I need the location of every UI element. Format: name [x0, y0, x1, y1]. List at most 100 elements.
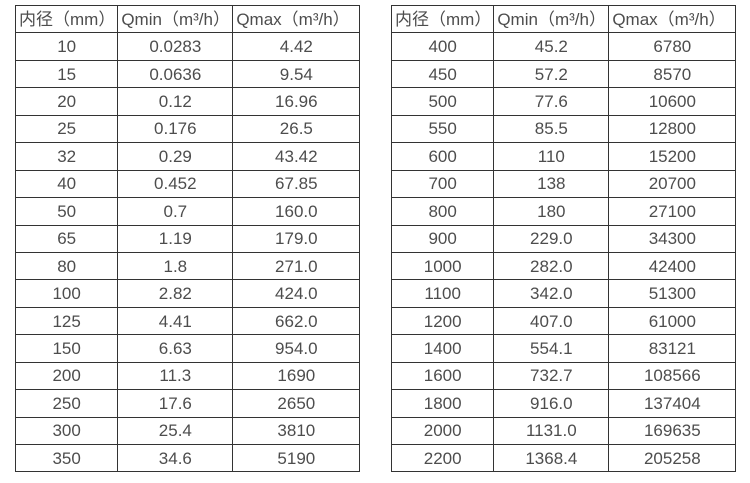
table-row: 250 17.6 2650 — [14, 389, 361, 418]
table-row: 1100 342.0 51300 — [390, 279, 737, 308]
table-row: 500 77.6 10600 — [390, 87, 737, 116]
table-row: 1200 407.0 61000 — [390, 306, 737, 336]
table-row: 300 25.4 3810 — [14, 416, 361, 446]
table-cell: 9.54 — [232, 59, 361, 89]
table-cell: 3810 — [232, 416, 361, 446]
table-row: 600 110 15200 — [390, 142, 737, 171]
table-row: 80 1.8 271.0 — [14, 251, 361, 281]
table-cell: 5190 — [232, 443, 361, 473]
table-cell: 10 — [14, 32, 119, 61]
table-cell: 1800 — [390, 389, 495, 418]
table-row: 800 180 27100 — [390, 197, 737, 226]
column-header: Qmin（m³/h） — [117, 4, 234, 34]
table-cell: 550 — [390, 114, 495, 144]
table-cell: 85.5 — [493, 114, 610, 144]
table-body: 400 45.2 6780 450 57.2 8570 500 77.6 10600 550 85.… — [390, 32, 737, 473]
table-cell: 900 — [390, 224, 495, 253]
table-cell: 916.0 — [493, 389, 610, 418]
table-cell: 4.41 — [117, 306, 234, 336]
table-cell: 250 — [14, 389, 119, 418]
table-cell: 450 — [390, 59, 495, 89]
table-cell: 169635 — [608, 416, 737, 446]
column-header: 内径（mm） — [14, 4, 119, 34]
table-cell: 600 — [390, 142, 495, 171]
table-cell: 50 — [14, 197, 119, 226]
column-header: Qmin（m³/h） — [493, 4, 610, 34]
table-cell: 80 — [14, 251, 119, 281]
table-cell: 0.7 — [117, 197, 234, 226]
table-row: 1800 916.0 137404 — [390, 389, 737, 418]
table-row: 32 0.29 43.42 — [14, 142, 361, 171]
table-cell: 2200 — [390, 443, 495, 473]
column-header: Qmax（m³/h） — [232, 4, 361, 34]
table-cell: 34300 — [608, 224, 737, 253]
table-cell: 500 — [390, 87, 495, 116]
table-cell: 205258 — [608, 443, 737, 473]
table-cell: 65 — [14, 224, 119, 253]
table-row: 450 57.2 8570 — [390, 59, 737, 89]
table-cell: 32 — [14, 142, 119, 171]
table-row: 200 11.3 1690 — [14, 361, 361, 391]
table-cell: 700 — [390, 169, 495, 199]
table-row: 2200 1368.4 205258 — [390, 443, 737, 473]
table-cell: 11.3 — [117, 361, 234, 391]
table-cell: 57.2 — [493, 59, 610, 89]
table-cell: 15200 — [608, 142, 737, 171]
table-cell: 180 — [493, 197, 610, 226]
table-cell: 0.452 — [117, 169, 234, 199]
table-row: 550 85.5 12800 — [390, 114, 737, 144]
table-cell: 160.0 — [232, 197, 361, 226]
table-cell: 1400 — [390, 334, 495, 363]
table-cell: 20700 — [608, 169, 737, 199]
table-cell: 2650 — [232, 389, 361, 418]
table-cell: 229.0 — [493, 224, 610, 253]
table-cell: 300 — [14, 416, 119, 446]
table-cell: 26.5 — [232, 114, 361, 144]
table-cell: 17.6 — [117, 389, 234, 418]
table-cell: 100 — [14, 279, 119, 308]
table-cell: 1.19 — [117, 224, 234, 253]
table-cell: 282.0 — [493, 251, 610, 281]
table-cell: 1.8 — [117, 251, 234, 281]
table-cell: 179.0 — [232, 224, 361, 253]
table-cell: 15 — [14, 59, 119, 89]
table-cell: 0.29 — [117, 142, 234, 171]
table-cell: 110 — [493, 142, 610, 171]
table-row: 40 0.452 67.85 — [14, 169, 361, 199]
table-cell: 4.42 — [232, 32, 361, 61]
table-cell: 400 — [390, 32, 495, 61]
table-cell: 16.96 — [232, 87, 361, 116]
table-row: 700 138 20700 — [390, 169, 737, 199]
table-cell: 271.0 — [232, 251, 361, 281]
table-cell: 108566 — [608, 361, 737, 391]
table-cell: 25 — [14, 114, 119, 144]
table-row: 20 0.12 16.96 — [14, 87, 361, 116]
table-row: 50 0.7 160.0 — [14, 197, 361, 226]
table-cell: 10600 — [608, 87, 737, 116]
table-cell: 67.85 — [232, 169, 361, 199]
table-cell: 200 — [14, 361, 119, 391]
table-cell: 6780 — [608, 32, 737, 61]
table-header-row: 内径（mm） Qmin（m³/h） Qmax（m³/h） — [390, 4, 737, 34]
table-cell: 407.0 — [493, 306, 610, 336]
table-cell: 1100 — [390, 279, 495, 308]
table-cell: 342.0 — [493, 279, 610, 308]
table-row: 1400 554.1 83121 — [390, 334, 737, 363]
table-cell: 2000 — [390, 416, 495, 446]
table-cell: 1600 — [390, 361, 495, 391]
table-cell: 150 — [14, 334, 119, 363]
header-row: 内径（mm） Qmin（m³/h） Qmax（m³/h） — [14, 4, 361, 34]
table-cell: 2.82 — [117, 279, 234, 308]
table-cell: 40 — [14, 169, 119, 199]
table-cell: 43.42 — [232, 142, 361, 171]
table-row: 1600 732.7 108566 — [390, 361, 737, 391]
table-cell: 0.0636 — [117, 59, 234, 89]
table-header-row: 内径（mm） Qmin（m³/h） Qmax（m³/h） — [14, 4, 361, 34]
column-header: 内径（mm） — [390, 4, 495, 34]
table-cell: 1131.0 — [493, 416, 610, 446]
table-cell: 137404 — [608, 389, 737, 418]
table-cell: 954.0 — [232, 334, 361, 363]
table-row: 150 6.63 954.0 — [14, 334, 361, 363]
table-row: 350 34.6 5190 — [14, 443, 361, 473]
